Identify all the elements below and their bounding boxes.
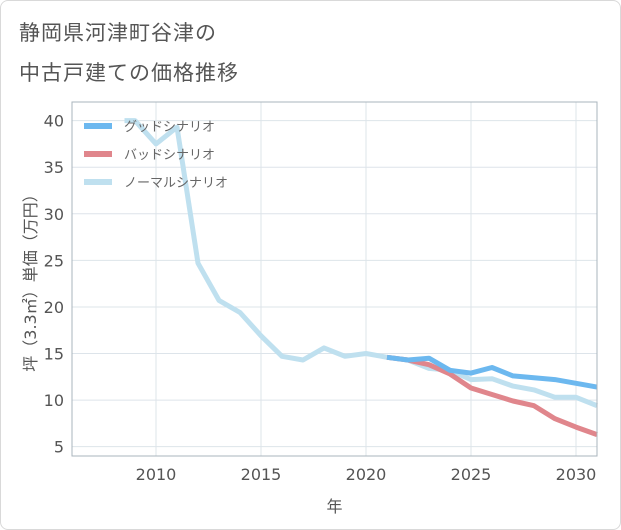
y-tick-label: 25 — [44, 251, 64, 270]
y-tick-label: 10 — [44, 391, 64, 410]
series-line-bad — [386, 354, 598, 437]
y-axis-title: 坪（3.3㎡）単価（万円） — [21, 186, 40, 371]
chart-title-line-1: 静岡県河津町谷津の — [19, 21, 217, 45]
series-line-good — [386, 354, 598, 390]
legend-label-good: グッドシナリオ — [124, 120, 215, 135]
legend-label-bad: バッドシナリオ — [124, 148, 215, 163]
y-tick-label: 40 — [44, 112, 64, 131]
plot-frame — [71, 101, 598, 457]
series-lines — [124, 118, 598, 437]
y-tick-label: 5 — [54, 438, 64, 457]
x-tick-label: 2015 — [241, 465, 282, 484]
x-axis-title: 年 — [326, 497, 342, 516]
y-tick-label: 15 — [44, 345, 64, 364]
y-tick-label: 30 — [44, 205, 64, 224]
y-tick-label: 35 — [44, 158, 64, 177]
plot-border — [71, 101, 598, 457]
chart-title-line-2: 中古戸建ての価格推移 — [19, 61, 239, 85]
series-line-normal — [124, 118, 598, 409]
x-tick-label: 2025 — [451, 465, 492, 484]
y-tick-label: 20 — [44, 298, 64, 317]
x-tick-label: 2010 — [136, 465, 177, 484]
x-tick-label: 2020 — [346, 465, 387, 484]
legend-label-normal: ノーマルシナリオ — [124, 176, 228, 191]
x-tick-label: 2030 — [556, 465, 597, 484]
grid — [72, 102, 597, 456]
